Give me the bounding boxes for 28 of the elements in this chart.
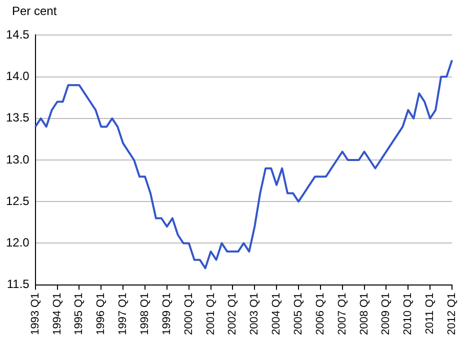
x-tick-label: 2002 Q1 [226, 292, 239, 335]
x-tick-label: 2005 Q1 [292, 292, 305, 335]
y-tick-label: 12.0 [6, 236, 30, 250]
x-tick-label: 2011 Q1 [424, 292, 436, 334]
y-tick-label: 12.5 [6, 194, 30, 208]
x-tick-label: 2012 Q1 [446, 292, 458, 335]
x-tick-label: 2003 Q1 [248, 292, 261, 335]
y-tick-label: 14.5 [6, 28, 30, 42]
x-tick-label: 1997 Q1 [117, 292, 130, 335]
x-tick-label: 1994 Q1 [51, 292, 64, 335]
x-tick-label: 2006 Q1 [314, 292, 326, 335]
x-tick-label: 2009 Q1 [380, 292, 392, 335]
x-tick-label: 2007 Q1 [336, 292, 348, 335]
y-tick-label: 11.5 [6, 277, 30, 292]
y-axis-title: Per cent [12, 4, 57, 18]
x-tick-label: 2008 Q1 [358, 292, 370, 335]
y-tick-label: 13.5 [6, 110, 30, 125]
x-tick-label: 2004 Q1 [270, 292, 283, 335]
y-tick-label: 14.0 [6, 69, 30, 84]
y-tick-label: 13.0 [6, 152, 30, 166]
x-tick-label: 1995 Q1 [73, 292, 86, 335]
x-tick-label: 2000 Q1 [182, 292, 195, 335]
x-tick-label: 1999 Q1 [160, 292, 173, 335]
x-tick-label: 2001 Q1 [204, 292, 217, 335]
x-tick-label: 1998 Q1 [139, 292, 152, 335]
x-tick-label: 2010 Q1 [402, 292, 414, 335]
x-tick-label: 1996 Q1 [95, 292, 108, 335]
x-tick-label: 1993 Q1 [29, 292, 42, 335]
